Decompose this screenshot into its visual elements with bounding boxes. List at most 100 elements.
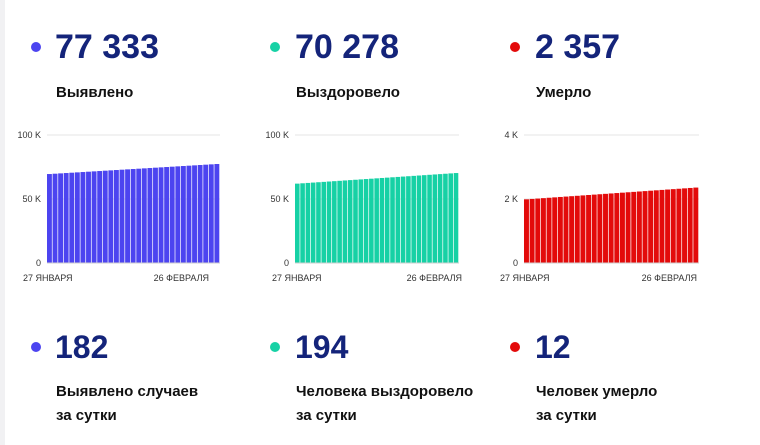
bar xyxy=(642,191,648,263)
daily-recovered-value: 194 xyxy=(295,329,349,365)
bar xyxy=(158,167,164,263)
bar xyxy=(648,190,654,263)
y-tick-label: 4 K xyxy=(504,130,518,140)
bar xyxy=(203,164,209,263)
bar xyxy=(130,169,136,263)
y-tick-label: 0 xyxy=(513,258,518,268)
bar xyxy=(153,167,158,263)
bar xyxy=(384,177,390,263)
bar xyxy=(147,168,153,263)
bar xyxy=(369,178,374,263)
bar xyxy=(192,165,197,263)
x-tick-label: 27 ЯНВАРЯ xyxy=(23,273,73,283)
bar xyxy=(91,171,97,263)
deaths-dot xyxy=(510,42,520,52)
bar xyxy=(310,182,316,263)
bar xyxy=(432,174,438,263)
y-tick-label: 100 K xyxy=(17,130,41,140)
bar xyxy=(625,192,631,263)
daily-deaths-dot xyxy=(510,342,520,352)
bar xyxy=(108,170,114,263)
bar xyxy=(186,165,192,263)
bar xyxy=(670,189,676,263)
y-tick-label: 0 xyxy=(284,258,289,268)
y-tick-label: 2 K xyxy=(504,194,518,204)
daily-recovered-line1: Человека выздоровело xyxy=(296,383,474,400)
daily-confirmed-line2: за сутки xyxy=(56,407,117,424)
bar xyxy=(97,171,103,263)
bar xyxy=(358,179,364,263)
bar xyxy=(653,190,659,263)
bar xyxy=(52,173,58,263)
bar xyxy=(321,181,327,263)
bar xyxy=(63,173,69,263)
bar xyxy=(453,173,459,263)
bar xyxy=(136,168,142,263)
bar xyxy=(603,193,608,263)
bar xyxy=(563,196,569,263)
bar xyxy=(665,189,671,263)
recovered-dot xyxy=(270,42,280,52)
bar xyxy=(437,174,443,263)
bar xyxy=(591,194,597,263)
bar xyxy=(580,195,586,263)
bar xyxy=(332,181,337,263)
bar xyxy=(406,176,411,263)
bar xyxy=(119,169,125,263)
bar xyxy=(411,175,416,263)
bar xyxy=(69,172,75,263)
deaths-label: Умерло xyxy=(536,84,592,101)
daily-confirmed-dot xyxy=(31,342,41,352)
left-edge-strip xyxy=(0,0,5,445)
daily-recovered-line2: за сутки xyxy=(296,407,357,424)
bar xyxy=(102,170,108,263)
bar xyxy=(379,177,385,263)
bar xyxy=(363,179,369,263)
bar xyxy=(614,193,620,263)
bar xyxy=(416,175,422,263)
bar xyxy=(524,199,529,263)
bar xyxy=(546,197,552,263)
bar xyxy=(214,164,220,263)
bar xyxy=(305,182,311,263)
daily-deaths-line1: Человек умерло xyxy=(536,383,658,400)
bar xyxy=(636,191,642,263)
bar xyxy=(175,166,181,263)
x-tick-label: 27 ЯНВАРЯ xyxy=(500,273,550,283)
chart-recovered: 100 K 50 K 0 27 ЯНВАРЯ 26 ФЕВРАЛЯ xyxy=(265,130,462,283)
bar xyxy=(395,176,401,263)
bar xyxy=(180,166,186,263)
bar xyxy=(448,173,454,263)
x-tick-label: 26 ФЕВРАЛЯ xyxy=(642,273,697,283)
y-tick-label: 100 K xyxy=(265,130,289,140)
daily-recovered-dot xyxy=(270,342,280,352)
bar xyxy=(631,191,637,263)
bar xyxy=(47,174,52,263)
bar xyxy=(557,196,563,263)
daily-confirmed-value: 182 xyxy=(55,329,109,365)
bar xyxy=(693,187,699,263)
bar xyxy=(569,196,575,263)
confirmed-dot xyxy=(31,42,41,52)
daily-deaths-line2: за сутки xyxy=(536,407,597,424)
x-tick-label: 26 ФЕВРАЛЯ xyxy=(407,273,462,283)
bar xyxy=(74,172,80,263)
bar xyxy=(586,195,592,263)
bar xyxy=(316,182,321,263)
bar xyxy=(427,174,432,263)
recovered-label: Выздоровело xyxy=(296,84,400,101)
daily-confirmed-line1: Выявлено случаев xyxy=(56,383,199,400)
y-tick-label: 50 K xyxy=(22,194,41,204)
chart-confirmed: 100 K 50 K 0 27 ЯНВАРЯ 26 ФЕВРАЛЯ xyxy=(17,130,220,283)
bar xyxy=(169,166,175,263)
recovered-total: 70 278 xyxy=(295,28,399,66)
bar xyxy=(421,175,427,263)
bar xyxy=(80,172,86,263)
x-tick-label: 27 ЯНВАРЯ xyxy=(272,273,322,283)
bar xyxy=(608,193,614,263)
y-tick-label: 0 xyxy=(36,258,41,268)
bar xyxy=(86,171,91,263)
deaths-total: 2 357 xyxy=(535,28,621,66)
bar xyxy=(197,165,203,263)
bar xyxy=(347,180,353,263)
